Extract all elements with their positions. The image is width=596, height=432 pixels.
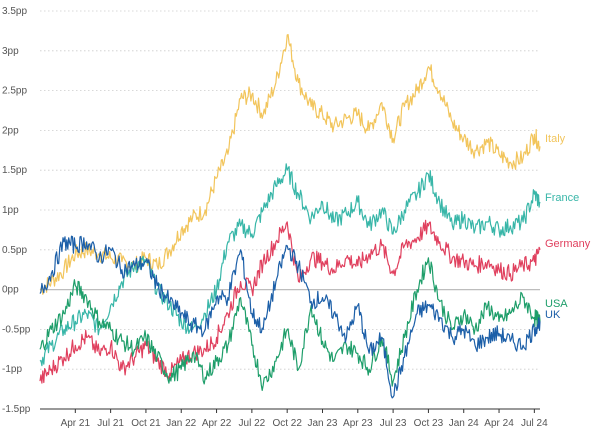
series-label-germany: Germany xyxy=(545,238,591,250)
x-tick-label: Jul 24 xyxy=(521,418,548,429)
y-tick-label: 3.5pp xyxy=(2,6,27,17)
x-tick-label: Oct 23 xyxy=(414,418,444,429)
series-label-italy: Italy xyxy=(545,133,566,145)
y-tick-label: 2pp xyxy=(2,125,19,136)
x-tick-label: Jul 23 xyxy=(380,418,407,429)
x-tick-label: Jan 24 xyxy=(449,418,479,429)
x-axis-ticks: Apr 21 Jul 21 Oct 21 Jan 22 Apr 22 Jul 22 Oct … xyxy=(40,409,548,429)
grid-lines xyxy=(40,11,540,409)
x-tick-label: Oct 21 xyxy=(131,418,161,429)
x-tick-label: Apr 24 xyxy=(484,418,514,429)
y-tick-label: 3pp xyxy=(2,46,19,57)
y-tick-label: 0pp xyxy=(2,285,19,296)
series-line-usa xyxy=(40,258,540,391)
y-tick-label: -0.5pp xyxy=(2,324,31,335)
y-tick-label: 1.5pp xyxy=(2,165,27,176)
x-tick-label: Jul 22 xyxy=(239,418,266,429)
x-tick-label: Jan 22 xyxy=(166,418,196,429)
y-tick-label: 2.5pp xyxy=(2,86,27,97)
x-tick-label: Oct 22 xyxy=(272,418,302,429)
y-tick-label: 0.5pp xyxy=(2,245,27,256)
y-tick-label: -1pp xyxy=(2,364,22,375)
series-lines xyxy=(40,35,540,398)
y-tick-label: -1.5pp xyxy=(2,404,31,415)
series-label-france: France xyxy=(545,192,579,204)
y-tick-label: 1pp xyxy=(2,205,19,216)
x-tick-label: Apr 22 xyxy=(202,418,232,429)
x-tick-label: Jan 23 xyxy=(307,418,337,429)
x-tick-label: Jul 21 xyxy=(97,418,124,429)
x-tick-label: Apr 21 xyxy=(61,418,91,429)
series-label-uk: UK xyxy=(545,309,561,321)
x-tick-label: Apr 23 xyxy=(343,418,373,429)
y-axis-ticks: -1.5pp -1pp -0.5pp 0pp 0.5pp 1pp 1.5pp 2pp 2.5pp… xyxy=(2,6,31,415)
